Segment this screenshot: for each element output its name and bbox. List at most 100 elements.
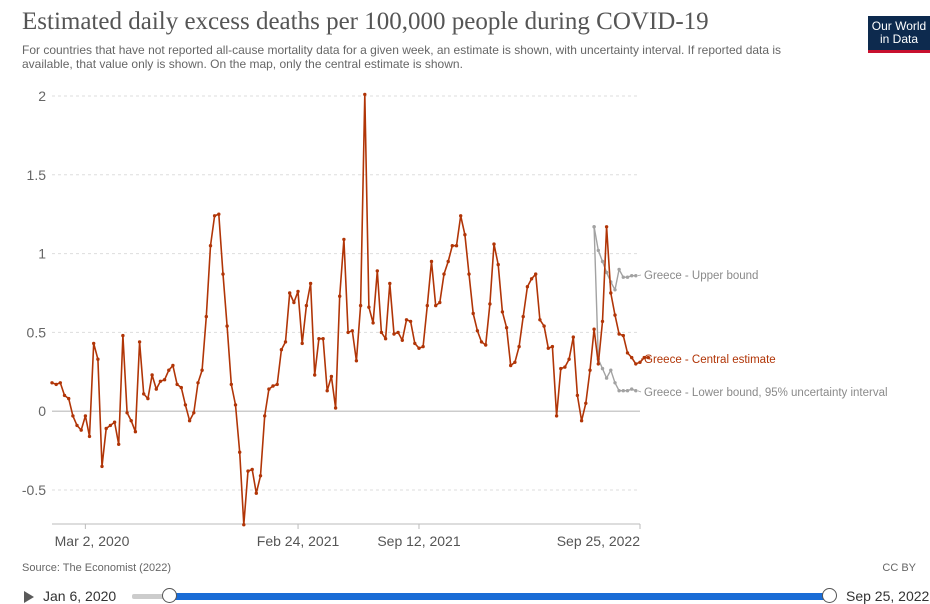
data-point bbox=[463, 233, 467, 237]
data-point bbox=[454, 244, 459, 248]
y-tick-label: 1.5 bbox=[27, 167, 47, 183]
data-point bbox=[104, 426, 108, 431]
data-point bbox=[625, 389, 630, 393]
data-point bbox=[221, 272, 225, 276]
data-point bbox=[625, 351, 630, 355]
data-point bbox=[258, 474, 263, 478]
data-point bbox=[62, 393, 67, 398]
data-point bbox=[534, 272, 538, 276]
data-point bbox=[567, 357, 571, 361]
data-point bbox=[129, 419, 133, 423]
x-axis: Mar 2, 2020 Feb 24, 2021 Sep 12, 2021 Sep 2… bbox=[52, 523, 641, 549]
series-label: Greece - Lower bound, 95% uncertainty in… bbox=[644, 387, 888, 399]
data-point bbox=[467, 272, 471, 276]
data-point bbox=[171, 363, 175, 368]
data-point bbox=[546, 346, 550, 350]
data-point bbox=[313, 373, 317, 377]
data-point bbox=[438, 300, 442, 305]
logo-line-1: Our World bbox=[871, 19, 927, 33]
data-point bbox=[538, 318, 542, 322]
data-point bbox=[200, 368, 204, 372]
data-point bbox=[513, 360, 517, 364]
series-label-connector bbox=[637, 274, 642, 277]
data-point bbox=[413, 341, 417, 346]
data-point bbox=[187, 419, 192, 423]
data-point bbox=[592, 225, 596, 229]
data-point bbox=[630, 355, 634, 360]
data-point bbox=[600, 319, 605, 324]
data-point bbox=[621, 389, 625, 393]
data-point bbox=[617, 389, 621, 393]
data-point bbox=[621, 275, 625, 279]
data-point bbox=[379, 330, 384, 335]
data-point bbox=[279, 348, 284, 352]
series-line-upper bbox=[593, 226, 636, 291]
data-point bbox=[554, 414, 559, 418]
data-point bbox=[604, 376, 609, 380]
data-point bbox=[588, 368, 592, 372]
data-point bbox=[150, 373, 154, 377]
play-icon[interactable] bbox=[24, 591, 34, 603]
data-point bbox=[571, 335, 575, 339]
data-point bbox=[92, 341, 96, 346]
data-point bbox=[367, 305, 371, 309]
timeline-slider[interactable]: Jan 6, 2020 Sep 25, 2022 bbox=[0, 584, 930, 604]
gridlines bbox=[52, 95, 640, 491]
data-point bbox=[317, 337, 321, 341]
data-point bbox=[638, 360, 642, 364]
data-point bbox=[192, 411, 196, 415]
data-point bbox=[229, 382, 233, 387]
data-point bbox=[263, 414, 267, 418]
data-point bbox=[275, 382, 279, 387]
data-point bbox=[550, 344, 555, 349]
data-point bbox=[500, 310, 505, 314]
data-point bbox=[484, 343, 488, 347]
series-label: Greece - Upper bound bbox=[644, 270, 758, 282]
data-point bbox=[267, 387, 271, 391]
data-point bbox=[600, 366, 605, 371]
data-point bbox=[133, 430, 138, 434]
data-point bbox=[375, 269, 379, 273]
data-point bbox=[242, 523, 246, 527]
y-tick-label: -0.5 bbox=[22, 482, 46, 498]
data-point bbox=[604, 270, 609, 275]
y-tick-label: 2 bbox=[38, 88, 46, 104]
data-point bbox=[634, 389, 638, 393]
data-point bbox=[621, 333, 625, 338]
data-point bbox=[363, 92, 367, 97]
data-point bbox=[167, 368, 171, 372]
source-note[interactable]: Source: The Economist (2022) bbox=[22, 562, 171, 574]
data-point bbox=[288, 291, 292, 295]
data-point bbox=[325, 389, 329, 393]
logo-line-2: in Data bbox=[879, 32, 919, 46]
data-point bbox=[304, 303, 309, 308]
data-point bbox=[338, 294, 342, 298]
data-point bbox=[613, 313, 617, 317]
data-point bbox=[321, 337, 325, 341]
data-point bbox=[175, 382, 179, 387]
data-point bbox=[137, 340, 142, 344]
data-point bbox=[504, 326, 509, 330]
data-point bbox=[517, 344, 521, 349]
data-point bbox=[496, 262, 500, 267]
data-point bbox=[425, 303, 429, 308]
series-line-central bbox=[51, 93, 649, 526]
data-point bbox=[154, 387, 158, 391]
data-point bbox=[254, 491, 258, 495]
data-point bbox=[604, 225, 609, 229]
timeline-selected-range[interactable] bbox=[170, 593, 830, 600]
data-point bbox=[429, 259, 434, 264]
data-point bbox=[509, 363, 513, 368]
owid-logo[interactable]: Our World in Data bbox=[868, 16, 930, 53]
data-point bbox=[479, 340, 484, 344]
data-point bbox=[596, 362, 600, 366]
data-point bbox=[609, 368, 613, 372]
data-point bbox=[204, 314, 208, 319]
data-point bbox=[613, 381, 617, 385]
chart-subtitle: For countries that have not reported all… bbox=[22, 43, 782, 71]
data-point bbox=[400, 338, 404, 342]
x-tick-label: Mar 2, 2020 bbox=[55, 533, 130, 549]
x-tick-label: Sep 12, 2021 bbox=[377, 533, 461, 549]
license-link[interactable]: CC BY bbox=[882, 562, 916, 574]
data-point bbox=[446, 259, 450, 264]
